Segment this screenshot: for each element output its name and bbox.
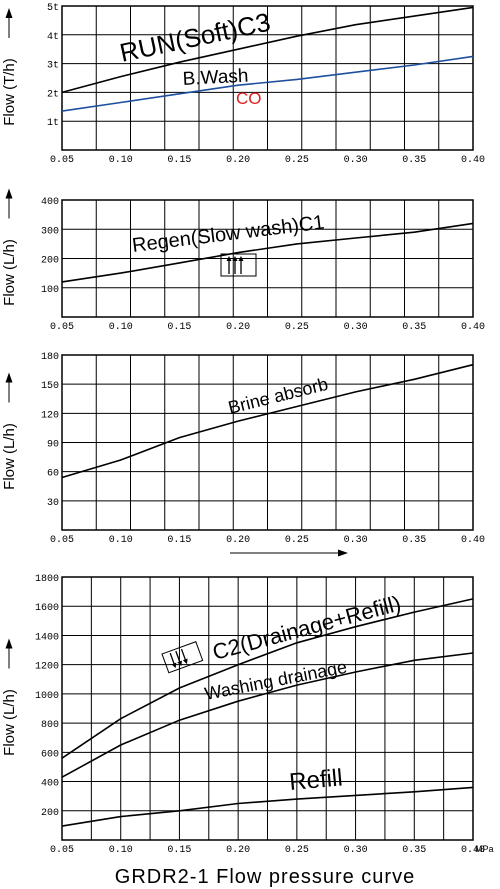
x-tick-label: 0.10 xyxy=(109,155,133,166)
y-tick-label: 90 xyxy=(47,440,59,451)
x-tick-label: 0.05 xyxy=(50,845,74,856)
y-axis-arrow-head xyxy=(5,8,13,18)
x-tick-label: 0.05 xyxy=(50,535,74,546)
x-tick-label: 0.20 xyxy=(226,535,250,546)
series-line xyxy=(61,786,474,827)
y-tick-label: 120 xyxy=(41,410,59,421)
x-tick-label: 0.35 xyxy=(402,535,426,546)
x-tick-label: 0.20 xyxy=(226,322,250,333)
plot-frame xyxy=(61,5,474,151)
x-tick-label: 0.05 xyxy=(50,322,74,333)
chart-panel: 0.05 0.10 0.15 0.20 0.25 0.30 0.35 0.40 1t 2t 3t 4t… xyxy=(1,3,485,166)
icon-arrow-head xyxy=(232,256,238,261)
plot-frame xyxy=(61,199,474,318)
series-label: Refill xyxy=(288,764,343,796)
plot-frame xyxy=(61,354,474,531)
x-tick-label: 0.40 xyxy=(461,535,485,546)
y-tick-label: 180 xyxy=(41,352,59,363)
x-tick-label: 0.40 xyxy=(461,845,485,856)
icon-frame xyxy=(161,641,204,674)
y-tick-label: 150 xyxy=(41,381,59,392)
series-line xyxy=(61,598,474,759)
chart-panel: 0.05 0.10 0.15 0.20 0.25 0.30 0.35 0.40 30 60 90 12… xyxy=(1,352,485,546)
x-tick-label: 0.15 xyxy=(167,322,191,333)
series-line xyxy=(61,363,474,479)
figure-title: GRDR2-1 Flow pressure curve xyxy=(115,866,415,888)
downflow-icon xyxy=(161,641,204,674)
x-tick-label: 0.30 xyxy=(344,845,368,856)
plot-frame xyxy=(61,576,474,841)
y-tick-label: 1800 xyxy=(35,574,59,585)
x-unit-label: MPa xyxy=(475,844,494,854)
y-axis-label: Flow (L/h) xyxy=(1,239,18,306)
y-tick-label: 30 xyxy=(47,498,59,509)
y-tick-label: 100 xyxy=(41,285,59,296)
x-tick-label: 0.10 xyxy=(109,535,133,546)
charts-layer: 0.05 0.10 0.15 0.20 0.25 0.30 0.35 0.40 1t 2t 3t 4t… xyxy=(1,3,494,856)
y-tick-label: 200 xyxy=(41,808,59,819)
x-tick-label: 0.30 xyxy=(344,155,368,166)
icon-arrow-head xyxy=(171,662,177,669)
y-tick-label: 2t xyxy=(47,89,59,100)
series-label: B.Wash xyxy=(182,66,249,90)
y-axis-arrow-head xyxy=(5,188,13,199)
y-tick-label: 800 xyxy=(41,720,59,731)
pressure-arrow-head xyxy=(338,549,348,557)
y-tick-label: 1600 xyxy=(35,603,59,614)
y-tick-label: 60 xyxy=(47,469,59,480)
x-tick-label: 0.25 xyxy=(285,155,309,166)
icon-arrow-head xyxy=(238,256,244,261)
y-axis-arrow-head xyxy=(5,372,13,383)
x-tick-label: 0.20 xyxy=(226,845,250,856)
y-axis-label: Flow (T/h) xyxy=(1,58,18,126)
series-line xyxy=(61,6,474,94)
x-tick-label: 0.15 xyxy=(167,535,191,546)
y-tick-label: 1000 xyxy=(35,691,59,702)
y-tick-label: 400 xyxy=(41,779,59,790)
y-axis-label: Flow (L/h) xyxy=(1,689,18,756)
x-tick-label: 0.15 xyxy=(167,155,191,166)
series-line xyxy=(61,55,474,112)
series-label: Regen(Slow wash)C1 xyxy=(131,212,326,257)
x-tick-label: 0.30 xyxy=(344,322,368,333)
x-tick-label: 0.05 xyxy=(50,155,74,166)
x-tick-label: 0.25 xyxy=(285,845,309,856)
x-tick-label: 0.35 xyxy=(402,155,426,166)
series-label: C2(Drainage+Refill) xyxy=(210,591,404,665)
y-tick-label: 200 xyxy=(41,256,59,267)
upflow-icon xyxy=(220,253,257,277)
x-tick-label: 0.30 xyxy=(344,535,368,546)
y-tick-label: 1t xyxy=(47,118,59,129)
x-tick-label: 0.10 xyxy=(109,845,133,856)
icon-arrow-head xyxy=(182,658,188,665)
y-tick-label: 3t xyxy=(47,61,59,72)
y-tick-label: 5t xyxy=(47,3,59,14)
x-tick-label: 0.20 xyxy=(226,155,250,166)
x-tick-label: 0.40 xyxy=(461,322,485,333)
y-axis-arrow-head xyxy=(5,638,13,649)
y-tick-label: 1400 xyxy=(35,632,59,643)
icon-arrow-head xyxy=(177,660,182,667)
x-tick-label: 0.25 xyxy=(285,322,309,333)
x-tick-label: 0.15 xyxy=(167,845,191,856)
series-line xyxy=(61,222,474,283)
icon-frame xyxy=(220,253,257,277)
y-tick-label: 400 xyxy=(41,197,59,208)
y-tick-label: 4t xyxy=(47,32,59,43)
x-tick-label: 0.35 xyxy=(402,322,426,333)
y-axis-label: Flow (L/h) xyxy=(1,423,18,490)
y-tick-label: 1200 xyxy=(35,662,59,673)
y-tick-label: 600 xyxy=(41,749,59,760)
co-annotation: CO xyxy=(236,89,262,108)
icon-arrow-head xyxy=(226,256,232,261)
series-line xyxy=(61,652,474,778)
y-tick-label: 300 xyxy=(41,226,59,237)
x-tick-label: 0.35 xyxy=(402,845,426,856)
x-tick-label: 0.10 xyxy=(109,322,133,333)
x-tick-label: 0.25 xyxy=(285,535,309,546)
x-tick-label: 0.40 xyxy=(461,155,485,166)
